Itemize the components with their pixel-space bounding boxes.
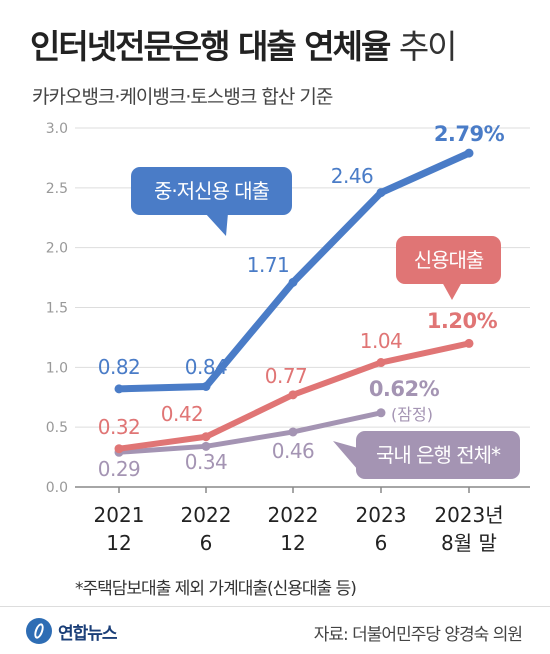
source-credit: 자료: 더불어민주당 양경숙 의원 <box>313 625 523 645</box>
data-label: 2.79% <box>434 122 505 146</box>
x-tick-label: 2023년 <box>434 503 503 527</box>
y-tick-label: 0.0 <box>46 480 68 496</box>
data-point <box>376 358 386 368</box>
data-point <box>114 444 124 454</box>
data-point <box>464 338 474 348</box>
data-label: 1.20% <box>427 309 498 333</box>
data-label: 0.42 <box>161 402 204 426</box>
data-point <box>288 277 298 287</box>
x-tick-label: 6 <box>200 531 213 555</box>
data-point <box>201 381 211 391</box>
x-tick-label: 12 <box>106 531 131 555</box>
x-tick-label: 2022 <box>268 503 319 527</box>
callout-pointer <box>333 441 358 470</box>
line-chart: 0.0 0.5 1.0 1.5 2.0 2.5 3.0 2021 12 2022 6 2022 12 20… <box>46 121 530 555</box>
provisional-annotation: (잠정) <box>391 405 433 424</box>
data-label: 0.32 <box>98 415 141 439</box>
x-tick-label: 2022 <box>181 503 232 527</box>
title-main: 인터넷전문은행 대출 연체율 <box>30 27 391 66</box>
data-point <box>288 390 298 400</box>
data-point <box>464 148 474 158</box>
y-tick-label: 1.0 <box>46 360 68 376</box>
y-tick-label: 2.0 <box>46 241 68 257</box>
y-tick-label: 2.5 <box>46 181 68 197</box>
data-label: 0.82 <box>98 355 141 379</box>
callout-pointer <box>442 282 462 300</box>
data-label: 1.04 <box>360 329 403 353</box>
x-tick-label: 12 <box>280 531 305 555</box>
legend-callout-box <box>356 431 520 479</box>
x-tick-label: 8월 말 <box>441 531 497 555</box>
series-line <box>118 410 382 455</box>
footer-divider <box>0 606 550 607</box>
callout-pointer <box>205 213 228 236</box>
data-label: 2.46 <box>331 164 374 188</box>
data-label: 1.71 <box>247 253 290 277</box>
data-point <box>201 432 211 442</box>
data-point <box>201 441 211 451</box>
data-label: 0.29 <box>98 457 141 481</box>
data-label: 0.77 <box>265 364 308 388</box>
chart-subtitle: 카카오뱅크·케이뱅크·토스뱅크 합산 기준 <box>32 86 333 108</box>
legend-callout-label: 국내 은행 전체* <box>376 443 501 467</box>
y-tick-label: 1.5 <box>46 301 68 317</box>
legend-callout-box <box>396 236 501 284</box>
legend-callout-box <box>131 167 292 215</box>
x-tick-label: 2021 <box>94 503 145 527</box>
data-point <box>376 408 386 418</box>
x-tick-label: 2023 <box>356 503 407 527</box>
data-label: 0.84 <box>185 355 228 379</box>
footnote: *주택담보대출 제외 가계대출(신용대출 등) <box>75 579 357 599</box>
x-tick-label: 6 <box>375 531 388 555</box>
y-tick-label: 3.0 <box>46 121 68 137</box>
legend-callout-label: 중·저신용 대출 <box>154 179 270 203</box>
brand-logo-icon <box>26 618 52 644</box>
data-point <box>288 427 298 437</box>
brand-name: 연합뉴스 <box>58 623 118 644</box>
y-tick-label: 0.5 <box>46 420 68 436</box>
chart-title: 인터넷전문은행 대출 연체율 추이 <box>30 20 458 68</box>
data-label: 0.62% <box>369 377 440 401</box>
legend-callout-label: 신용대출 <box>414 248 484 272</box>
data-point <box>114 384 124 394</box>
brand: 연합뉴스 <box>26 618 118 644</box>
data-point <box>376 188 386 198</box>
data-label: 0.34 <box>185 450 228 474</box>
title-light: 추이 <box>398 27 458 66</box>
data-label: 0.46 <box>272 439 315 463</box>
